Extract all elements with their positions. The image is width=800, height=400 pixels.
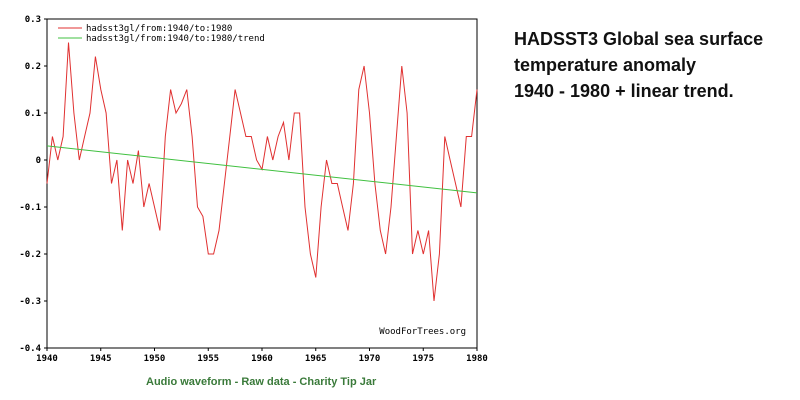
description-line: HADSST3 Global sea surface [514,29,764,49]
y-tick-label: 0.3 [25,15,41,25]
y-tick-label: -0.4 [19,344,41,354]
x-tick-label: 1980 [466,354,488,364]
x-tick-label: 1940 [36,354,58,364]
y-tick-label: -0.2 [19,250,41,260]
chart: WoodForTrees.org 0.3 0.2 0.1 0 -0.1 -0.2 -0.3 -… [19,15,488,364]
x-tick-label: 1975 [412,354,434,364]
x-tick-label: 1965 [305,354,327,364]
watermark: WoodForTrees.org [379,327,466,337]
y-tick-label: 0.2 [25,62,41,72]
series-line [46,145,478,194]
footer-links[interactable]: Audio waveform - Raw data - Charity Tip … [146,376,377,388]
y-tick-label: -0.1 [19,203,41,213]
x-tick-label: 1945 [90,354,112,364]
x-tick-label: 1960 [251,354,273,364]
y-tick-label: -0.3 [19,297,41,307]
legend-label: hadsst3gl/from:1940/to:1980/trend [86,34,265,44]
description: HADSST3 Global sea surface temperature a… [514,26,763,104]
x-tick-label: 1970 [359,354,381,364]
y-tick-label: 0 [36,156,41,166]
legend-label: hadsst3gl/from:1940/to:1980 [86,24,232,34]
x-tick-label: 1950 [144,354,166,364]
y-tick-label: 0.1 [25,109,41,119]
description-line: temperature anomaly [514,55,697,75]
description-line: 1940 - 1980 + linear trend. [514,81,734,101]
x-tick-label: 1955 [197,354,219,364]
